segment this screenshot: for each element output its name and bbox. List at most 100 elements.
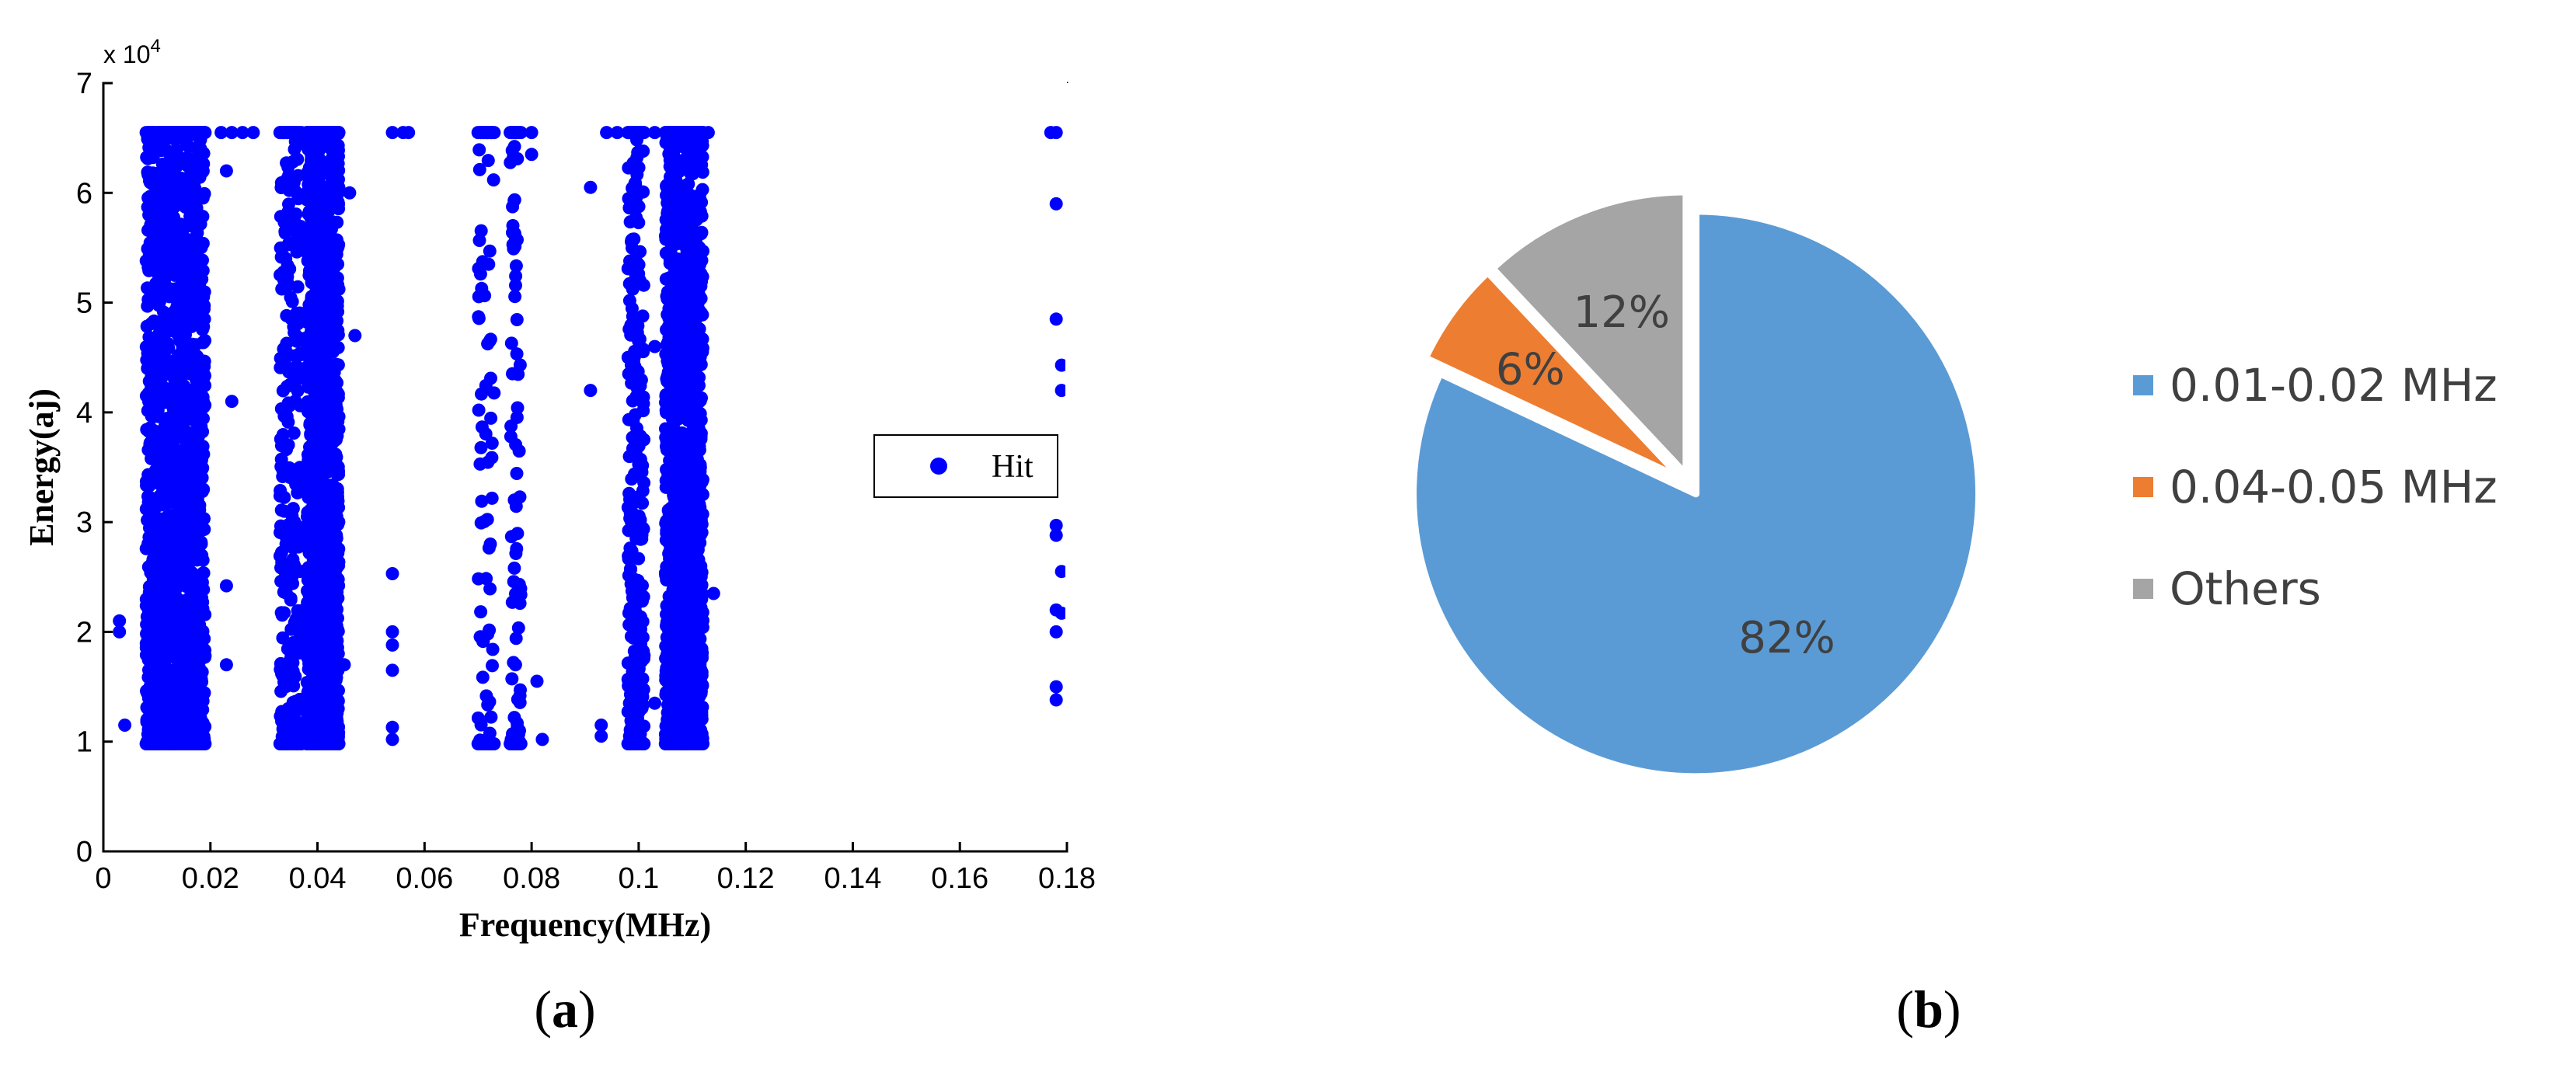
data-point	[666, 318, 680, 332]
data-point	[695, 620, 708, 634]
data-point	[163, 181, 177, 195]
data-point	[664, 715, 678, 729]
data-point	[332, 720, 346, 734]
data-point	[166, 632, 180, 646]
data-point	[636, 390, 650, 404]
data-point	[668, 426, 681, 440]
data-point	[195, 717, 209, 731]
data-point	[157, 659, 171, 673]
data-point	[662, 666, 676, 680]
data-point	[509, 586, 522, 600]
data-point	[158, 274, 171, 288]
data-point	[273, 549, 287, 563]
data-point	[309, 723, 322, 737]
data-point	[695, 678, 709, 692]
data-point	[662, 531, 676, 545]
data-point	[145, 624, 159, 638]
data-point	[322, 707, 336, 721]
data-point	[687, 420, 701, 434]
data-point	[197, 583, 211, 597]
data-point	[513, 358, 527, 372]
data-point	[504, 430, 518, 444]
data-point	[625, 472, 639, 486]
data-point	[277, 606, 291, 620]
data-point	[511, 621, 525, 635]
data-point	[276, 722, 290, 736]
data-point	[664, 353, 678, 367]
data-point	[504, 336, 518, 350]
data-point	[303, 680, 317, 694]
data-point	[327, 261, 341, 275]
data-point	[684, 167, 698, 181]
data-point	[195, 675, 209, 689]
data-point	[483, 623, 497, 637]
data-point	[622, 618, 636, 632]
data-point	[689, 388, 703, 402]
data-point	[485, 437, 499, 450]
data-point	[672, 385, 686, 399]
data-point	[475, 281, 489, 295]
data-point	[194, 241, 208, 255]
data-point	[187, 503, 201, 517]
data-point	[332, 126, 346, 140]
data-point	[312, 345, 325, 359]
data-point	[197, 482, 211, 496]
data-point	[315, 219, 329, 233]
data-point	[474, 224, 488, 238]
data-point	[290, 245, 304, 259]
data-point	[692, 294, 706, 308]
data-point	[170, 415, 184, 429]
data-point	[173, 708, 186, 722]
data-point	[669, 492, 683, 506]
data-point	[307, 568, 320, 582]
data-point	[277, 658, 291, 672]
data-point	[632, 490, 646, 503]
data-point	[472, 403, 486, 417]
data-point	[178, 676, 192, 690]
data-point	[276, 631, 290, 645]
data-point	[141, 443, 155, 457]
data-point	[145, 409, 159, 423]
data-point	[695, 345, 709, 359]
data-point	[141, 361, 155, 375]
data-point	[190, 284, 204, 298]
data-point	[677, 618, 691, 632]
data-point	[146, 228, 160, 242]
data-point	[195, 462, 209, 476]
data-point	[305, 518, 319, 532]
data-point	[169, 310, 183, 323]
data-point	[287, 426, 301, 440]
data-point	[692, 528, 706, 541]
data-point	[315, 205, 329, 219]
data-point	[622, 450, 636, 464]
data-point	[191, 388, 205, 402]
data-point	[151, 494, 165, 508]
data-point	[171, 348, 185, 362]
data-point	[178, 325, 192, 339]
data-point	[487, 386, 501, 400]
data-point	[486, 173, 500, 187]
data-point	[674, 600, 688, 614]
data-point	[323, 397, 337, 411]
data-point	[188, 312, 201, 326]
data-point	[472, 311, 486, 325]
data-point	[627, 520, 641, 534]
data-point	[171, 371, 185, 385]
data-point	[277, 360, 291, 374]
data-point	[174, 233, 188, 247]
data-point	[161, 231, 175, 245]
data-point	[636, 309, 650, 323]
data-point	[318, 614, 332, 628]
data-point	[510, 467, 524, 480]
scatter-points	[113, 126, 1068, 750]
data-point	[631, 319, 645, 332]
data-point	[509, 632, 523, 646]
data-point	[308, 229, 322, 243]
data-point	[153, 512, 167, 526]
data-point	[332, 202, 346, 216]
data-point	[671, 457, 685, 471]
data-point	[484, 411, 498, 425]
data-point	[695, 332, 709, 346]
data-point	[286, 576, 300, 590]
